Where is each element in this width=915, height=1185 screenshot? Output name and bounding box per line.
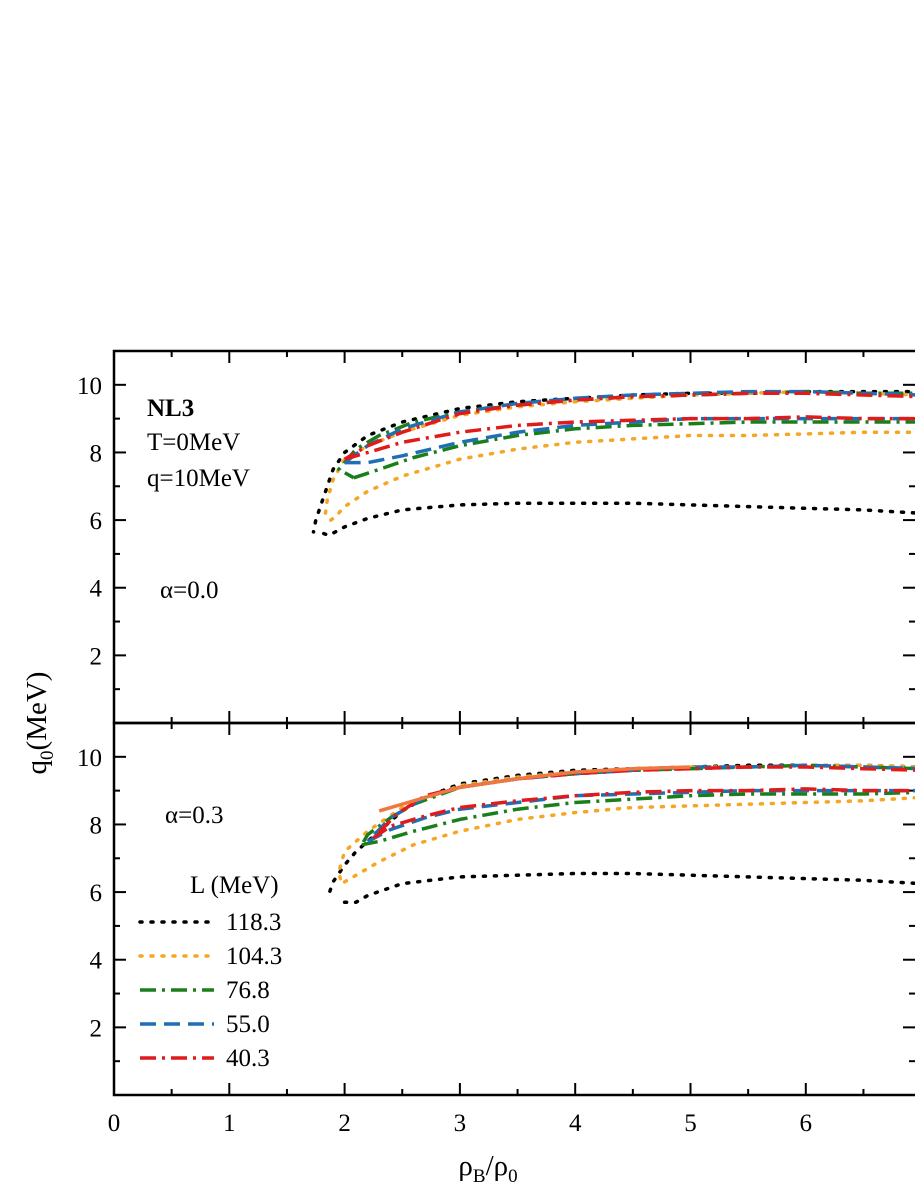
legend-label: 104.3: [226, 943, 282, 970]
top-panel-series: [311, 389, 915, 538]
y-tick-label: 6: [90, 880, 103, 907]
annotation-temperature: T=0MeV: [147, 429, 240, 456]
x-tick-label: 6: [800, 1110, 813, 1137]
annotation-alpha-bottom: α=0.3: [165, 802, 223, 829]
legend: L (MeV) 118.3 104.3 76.8 55.0 40.3: [138, 872, 282, 1072]
y-tick-label: 10: [77, 745, 102, 772]
series-line-76-8: [360, 763, 915, 847]
x-tick-label: 0: [108, 1110, 121, 1137]
x-tick-label: 5: [684, 1110, 697, 1137]
series-line-40-3: [372, 765, 915, 840]
series-line-118-3: [327, 763, 915, 904]
x-tick-label: 3: [454, 1110, 467, 1137]
y-tick-label: 6: [90, 508, 103, 535]
series-line-55-0: [366, 763, 915, 843]
x-tick-label: 1: [223, 1110, 236, 1137]
x-tick-label: 2: [338, 1110, 351, 1137]
legend-title: L (MeV): [190, 872, 279, 899]
series-line-76-8: [337, 389, 915, 480]
y-tick-label: 2: [90, 1015, 103, 1042]
series-line-104-3: [337, 763, 915, 884]
y-axis-title: q0(MeV): [21, 672, 58, 775]
annotation-alpha-top: α=0.0: [160, 577, 218, 604]
annotation-model: NL3: [147, 395, 194, 422]
annotation-momentum: q=10MeV: [147, 465, 250, 492]
top-panel-frame: [112, 349, 915, 725]
legend-label: 55.0: [226, 1011, 270, 1038]
legend-label: 118.3: [226, 909, 281, 936]
bottom-panel-series: [327, 763, 915, 904]
y-tick-label: 4: [90, 948, 103, 975]
y-tick-label: 8: [90, 440, 103, 467]
legend-label: 76.8: [226, 977, 270, 1004]
series-line-104-3: [323, 389, 915, 522]
y-tick-label: 10: [77, 373, 102, 400]
x-tick-label: 4: [569, 1110, 582, 1137]
y-tick-label: 8: [90, 812, 103, 839]
legend-label: 40.3: [226, 1045, 270, 1072]
bottom-panel-frame: [112, 721, 915, 1097]
axis-ticks: [113, 351, 915, 1095]
axis-tick-labels: 2 4 6 8 10 2 4 6 8 10 0 1 2 3 4 5 6: [77, 373, 812, 1137]
y-tick-label: 4: [90, 576, 103, 603]
series-line-118-3: [311, 389, 915, 538]
y-tick-label: 2: [90, 643, 103, 670]
series-line-40-3: [343, 391, 915, 461]
series-line-extra-5: [378, 765, 691, 813]
x-axis-title: ρB/ρ0: [458, 1150, 517, 1185]
